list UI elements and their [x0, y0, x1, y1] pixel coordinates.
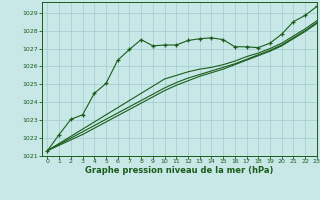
X-axis label: Graphe pression niveau de la mer (hPa): Graphe pression niveau de la mer (hPa) — [85, 166, 273, 175]
